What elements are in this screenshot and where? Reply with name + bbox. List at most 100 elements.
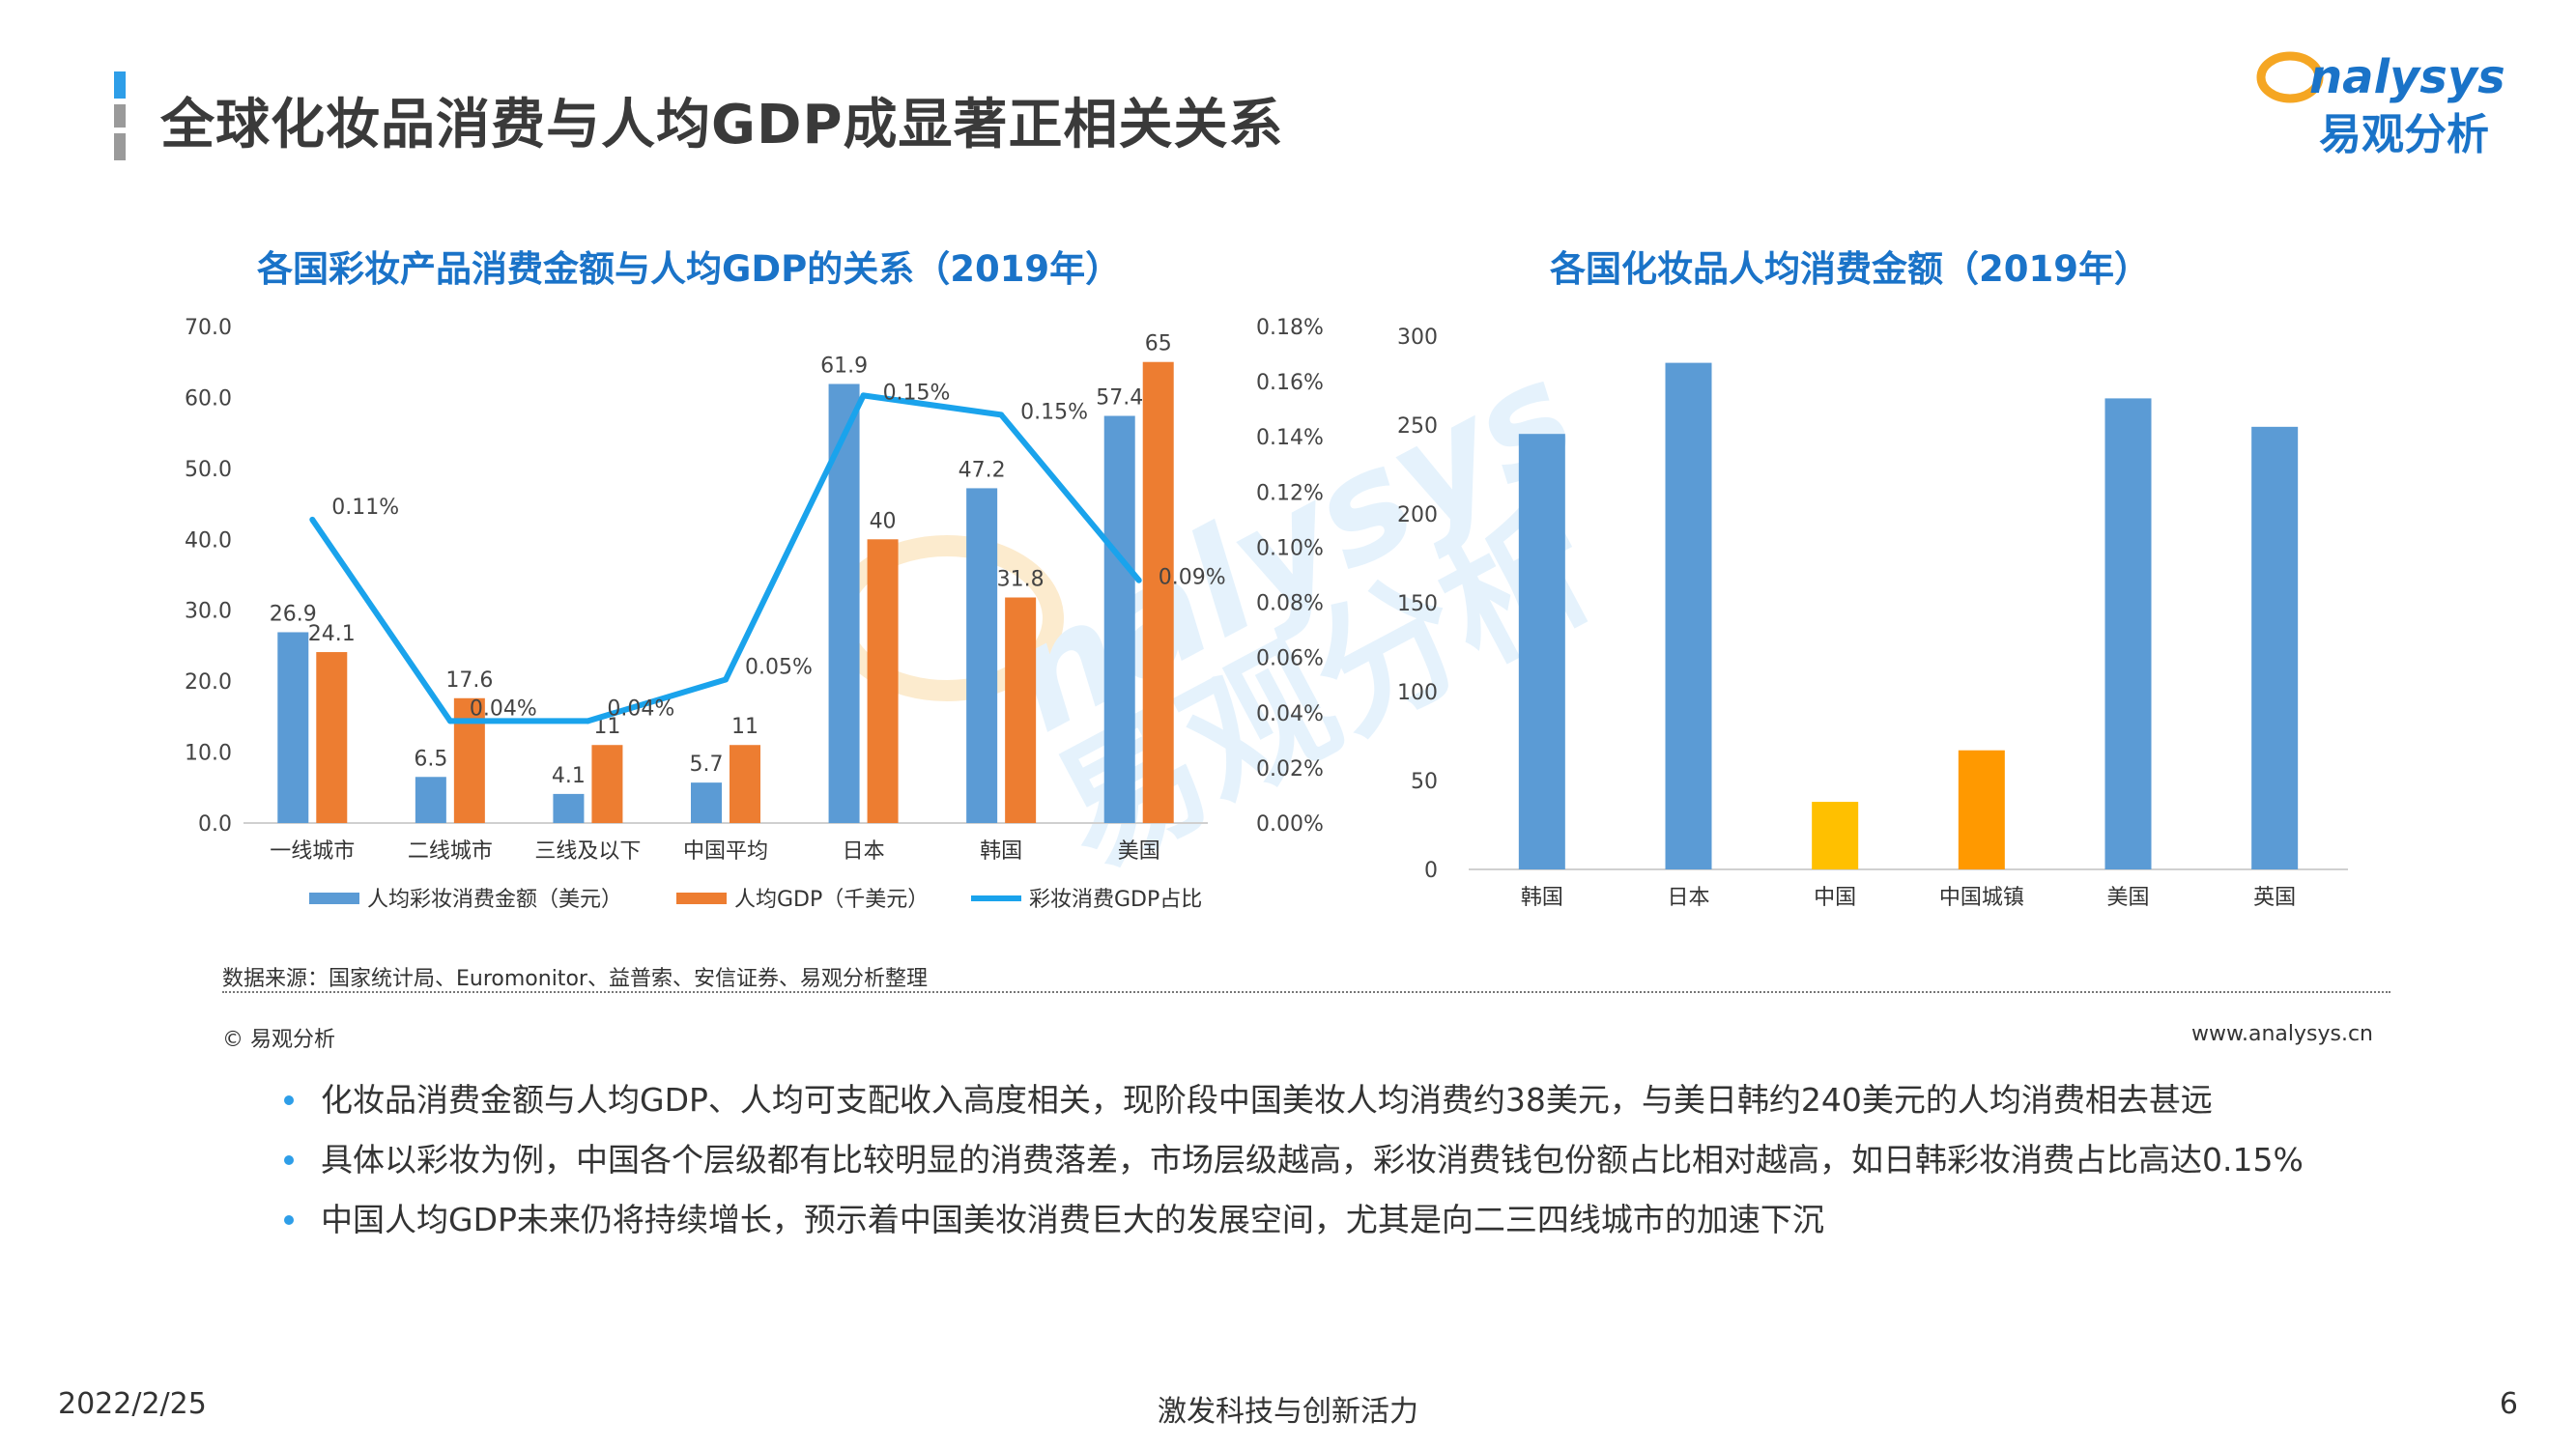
chart2-y-tick: 250 [1397, 414, 1438, 439]
chart1-y-tick: 30.0 [185, 600, 232, 624]
chart1-bar-gdp [1142, 361, 1174, 823]
chart1-y2-tick: 0.16% [1256, 371, 1324, 395]
chart1-share-label: 0.05% [745, 656, 813, 680]
bullet-dot-icon [284, 1215, 294, 1225]
analysys-logo: nalysys 易观分析 [2256, 50, 2505, 159]
logo-text-en: nalysys [2309, 50, 2505, 104]
chart1-bar-label: 17.6 [445, 668, 493, 693]
chart1-y2-tick: 0.12% [1256, 481, 1324, 505]
chart1-bar-gdp [1005, 597, 1037, 823]
bullet-dot-icon [284, 1095, 294, 1105]
chart1-bar-label: 31.8 [997, 567, 1045, 591]
chart1-y-tick: 10.0 [185, 742, 232, 766]
chart1-bar-label: 11 [731, 715, 758, 739]
watermark: nalysys 易观分析 [830, 329, 1620, 900]
footer-slogan: 激发科技与创新活力 [1158, 1395, 1418, 1429]
chart1-title: 各国彩妆产品消费金额与人均GDP的关系（2019年） [257, 248, 1122, 290]
chart1-y2-tick: 0.14% [1256, 426, 1324, 450]
chart2-x-tick: 中国 [1814, 886, 1856, 910]
chart1-bar-label: 5.7 [690, 753, 724, 777]
chart1-bar-consumption [277, 632, 309, 823]
chart1-y-tick: 50.0 [185, 458, 232, 482]
page-number: 6 [2499, 1387, 2518, 1421]
chart1-share-point [998, 412, 1005, 418]
chart1-bar-consumption [828, 384, 860, 823]
chart1-y2-tick: 0.00% [1256, 812, 1324, 837]
chart1-bar-label: 6.5 [414, 747, 447, 771]
chart1-bar-gdp [591, 745, 623, 823]
chart1-bar-label: 24.1 [308, 622, 356, 646]
chart1-bar-consumption [691, 782, 722, 823]
chart1-legend-swatch [309, 893, 359, 904]
chart1-bar-label: 40 [870, 509, 897, 533]
chart2-bar [2251, 426, 2299, 869]
chart1-bar-label: 4.1 [552, 764, 586, 788]
chart1-x-tick: 韩国 [980, 839, 1022, 864]
chart1-share-label: 0.04% [470, 696, 537, 721]
bullet-item: 具体以彩妆为例，中国各个层级都有比较明显的消费落差，市场层级越高，彩妆消费钱包份… [280, 1130, 2304, 1190]
chart2-y-tick: 300 [1397, 326, 1438, 350]
chart1-x-tick: 中国平均 [683, 839, 768, 864]
chart1-x-tick: 一线城市 [270, 839, 355, 864]
chart1-x-tick: 美国 [1118, 839, 1160, 864]
chart1-y-tick: 0.0 [198, 812, 232, 837]
source-divider [222, 991, 2390, 993]
chart2-x-tick: 中国城镇 [1939, 886, 2024, 910]
chart1-bar-label: 26.9 [270, 602, 317, 626]
bullet-list: 化妆品消费金额与人均GDP、人均可支配收入高度相关，现阶段中国美妆人均消费约38… [280, 1070, 2304, 1250]
bullet-item: 中国人均GDP未来仍将持续增长，预示着中国美妆消费巨大的发展空间，尤其是向二三四… [280, 1190, 2304, 1250]
chart1-y2-tick: 0.02% [1256, 757, 1324, 781]
logo-swirl-icon [2256, 51, 2324, 103]
chart1-plot: 0.0 10.0 20.0 30.0 40.0 50.0 60.0 70.0 0.00% 0.02… [185, 316, 1324, 912]
chart1-x-tick: 日本 [843, 839, 885, 864]
bullet-text: 中国人均GDP未来仍将持续增长，预示着中国美妆消费巨大的发展空间，尤其是向二三四… [321, 1201, 1824, 1238]
chart2-x-tick: 英国 [2253, 886, 2296, 910]
chart1-y2-tick: 0.06% [1256, 647, 1324, 671]
chart1-y-tick: 60.0 [185, 386, 232, 411]
chart1-legend-label: 人均彩妆消费金额（美元） [367, 888, 622, 912]
chart1-bar-label: 57.4 [1096, 386, 1143, 411]
chart1-share-point [446, 718, 453, 724]
chart1-share-label: 0.11% [331, 496, 399, 520]
chart1-y2-tick: 0.04% [1256, 702, 1324, 726]
chart2-y-tick: 0 [1424, 859, 1438, 883]
chart1-bar-consumption [415, 777, 446, 823]
chart1-bar-label: 61.9 [820, 354, 868, 378]
chart1-share-point [723, 676, 729, 683]
chart1-y2-tick: 0.08% [1256, 592, 1324, 616]
chart1-share-point [1135, 577, 1142, 583]
chart2-title: 各国化妆品人均消费金额（2019年） [1550, 248, 2150, 290]
website-link[interactable]: www.analysys.cn [2191, 1022, 2373, 1046]
chart1-x-tick: 三线及以下 [534, 839, 641, 864]
bullet-text: 化妆品消费金额与人均GDP、人均可支配收入高度相关，现阶段中国美妆人均消费约38… [321, 1081, 2213, 1119]
chart2-plot: 0 50 100 150 200 250 300 韩国 日本 中国 中国城镇 美国 英国 [1397, 326, 2348, 910]
chart2-bar [1518, 434, 1565, 869]
charts-canvas: nalysys 易观分析 0.0 10.0 20.0 30.0 40.0 50.0 60.0… [185, 316, 2348, 912]
chart2-y-tick: 100 [1397, 681, 1438, 705]
bullet-item: 化妆品消费金额与人均GDP、人均可支配收入高度相关，现阶段中国美妆人均消费约38… [280, 1070, 2304, 1130]
chart1-y-tick: 40.0 [185, 528, 232, 553]
chart1-share-label: 0.15% [1020, 400, 1088, 424]
page-title: 全球化妆品消费与人均GDP成显著正相关关系 [160, 94, 1284, 156]
chart1-y2-tick: 0.10% [1256, 536, 1324, 560]
chart1-y-tick: 70.0 [185, 316, 232, 340]
chart1-share-point [585, 718, 591, 724]
chart1-share-point [860, 392, 867, 399]
chart2-bar [1665, 362, 1712, 870]
logo-text-cn: 易观分析 [2319, 110, 2489, 159]
chart1-x-tick: 二线城市 [408, 839, 493, 864]
chart1-share-label: 0.09% [1159, 566, 1226, 590]
chart1-bar-consumption [966, 488, 998, 823]
chart1-y-tick: 20.0 [185, 670, 232, 695]
chart1-bar-gdp [730, 745, 760, 823]
chart2-x-tick: 美国 [2106, 886, 2149, 910]
chart1-bar-label: 65 [1145, 332, 1172, 356]
chart2-x-tick: 韩国 [1521, 886, 1563, 910]
chart1-share-label: 0.04% [607, 696, 674, 721]
chart1-share-point [309, 516, 316, 523]
chart2-y-tick: 50 [1411, 770, 1438, 794]
chart1-bar-consumption [553, 793, 585, 823]
chart2-x-tick: 日本 [1667, 886, 1709, 910]
chart2-bar [1812, 802, 1859, 869]
chart1-bar-gdp [316, 652, 348, 823]
